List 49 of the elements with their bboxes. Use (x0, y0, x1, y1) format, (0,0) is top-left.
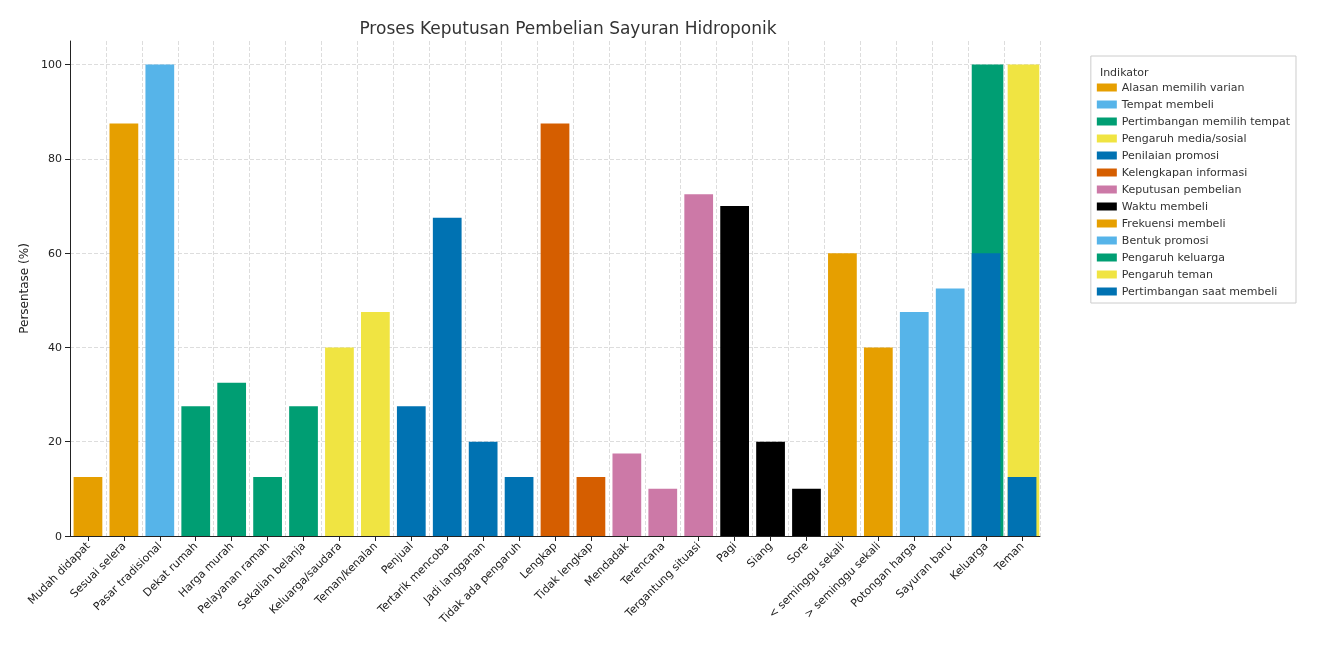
y-tick-label: 0 (55, 529, 62, 543)
bar (109, 123, 139, 536)
bar (468, 441, 498, 536)
y-tick-label: 100 (41, 58, 62, 72)
legend-label: Pertimbangan memilih tempat (1121, 115, 1291, 128)
bar (612, 453, 642, 536)
legend-label: Keputusan pembelian (1121, 183, 1242, 196)
legend-label: Frekuensi membeli (1121, 217, 1226, 230)
y-tick-label: 60 (48, 246, 62, 260)
bar (145, 64, 175, 536)
legend-label: Tempat membeli (1120, 98, 1214, 111)
bar (935, 288, 965, 536)
bar (720, 206, 749, 536)
bar (648, 488, 678, 536)
bar (792, 488, 821, 536)
y-axis-title: Persentase (%) (17, 243, 32, 334)
legend-title: Indikator (1099, 66, 1150, 79)
y-tick-label: 80 (48, 152, 62, 166)
legend-label: Alasan memilih varian (1121, 81, 1245, 94)
bar (1007, 477, 1037, 536)
bar (576, 477, 606, 536)
legend-label: Pengaruh keluarga (1121, 251, 1226, 264)
bar (325, 347, 354, 536)
y-tick-label: 40 (48, 340, 62, 354)
chart-title: Proses Keputusan Pembelian Sayuran Hidroponik (359, 17, 777, 38)
legend-label: Pengaruh teman (1121, 268, 1214, 281)
bar (863, 347, 893, 536)
bar (756, 441, 785, 536)
legend-label: Bentuk promosi (1121, 234, 1209, 247)
bar (540, 123, 570, 536)
bar (181, 406, 211, 536)
legend-label: Waktu membeli (1121, 200, 1208, 213)
bar (684, 194, 714, 536)
bar (504, 477, 534, 536)
legend-label: Pengaruh media/sosial (1121, 132, 1247, 145)
legend-label: Penilaian promosi (1121, 149, 1220, 162)
bar (899, 312, 929, 536)
bar (289, 406, 318, 536)
bar (217, 382, 247, 536)
bar (73, 477, 103, 536)
bar (396, 406, 426, 536)
bar (971, 253, 1001, 536)
bar (361, 312, 390, 536)
bar (828, 253, 857, 536)
legend-label: Kelengkapan informasi (1121, 166, 1248, 179)
bar (253, 477, 282, 536)
legend-label: Pertimbangan saat membeli (1121, 285, 1278, 298)
bar (432, 217, 462, 536)
y-tick-label: 20 (48, 435, 62, 449)
